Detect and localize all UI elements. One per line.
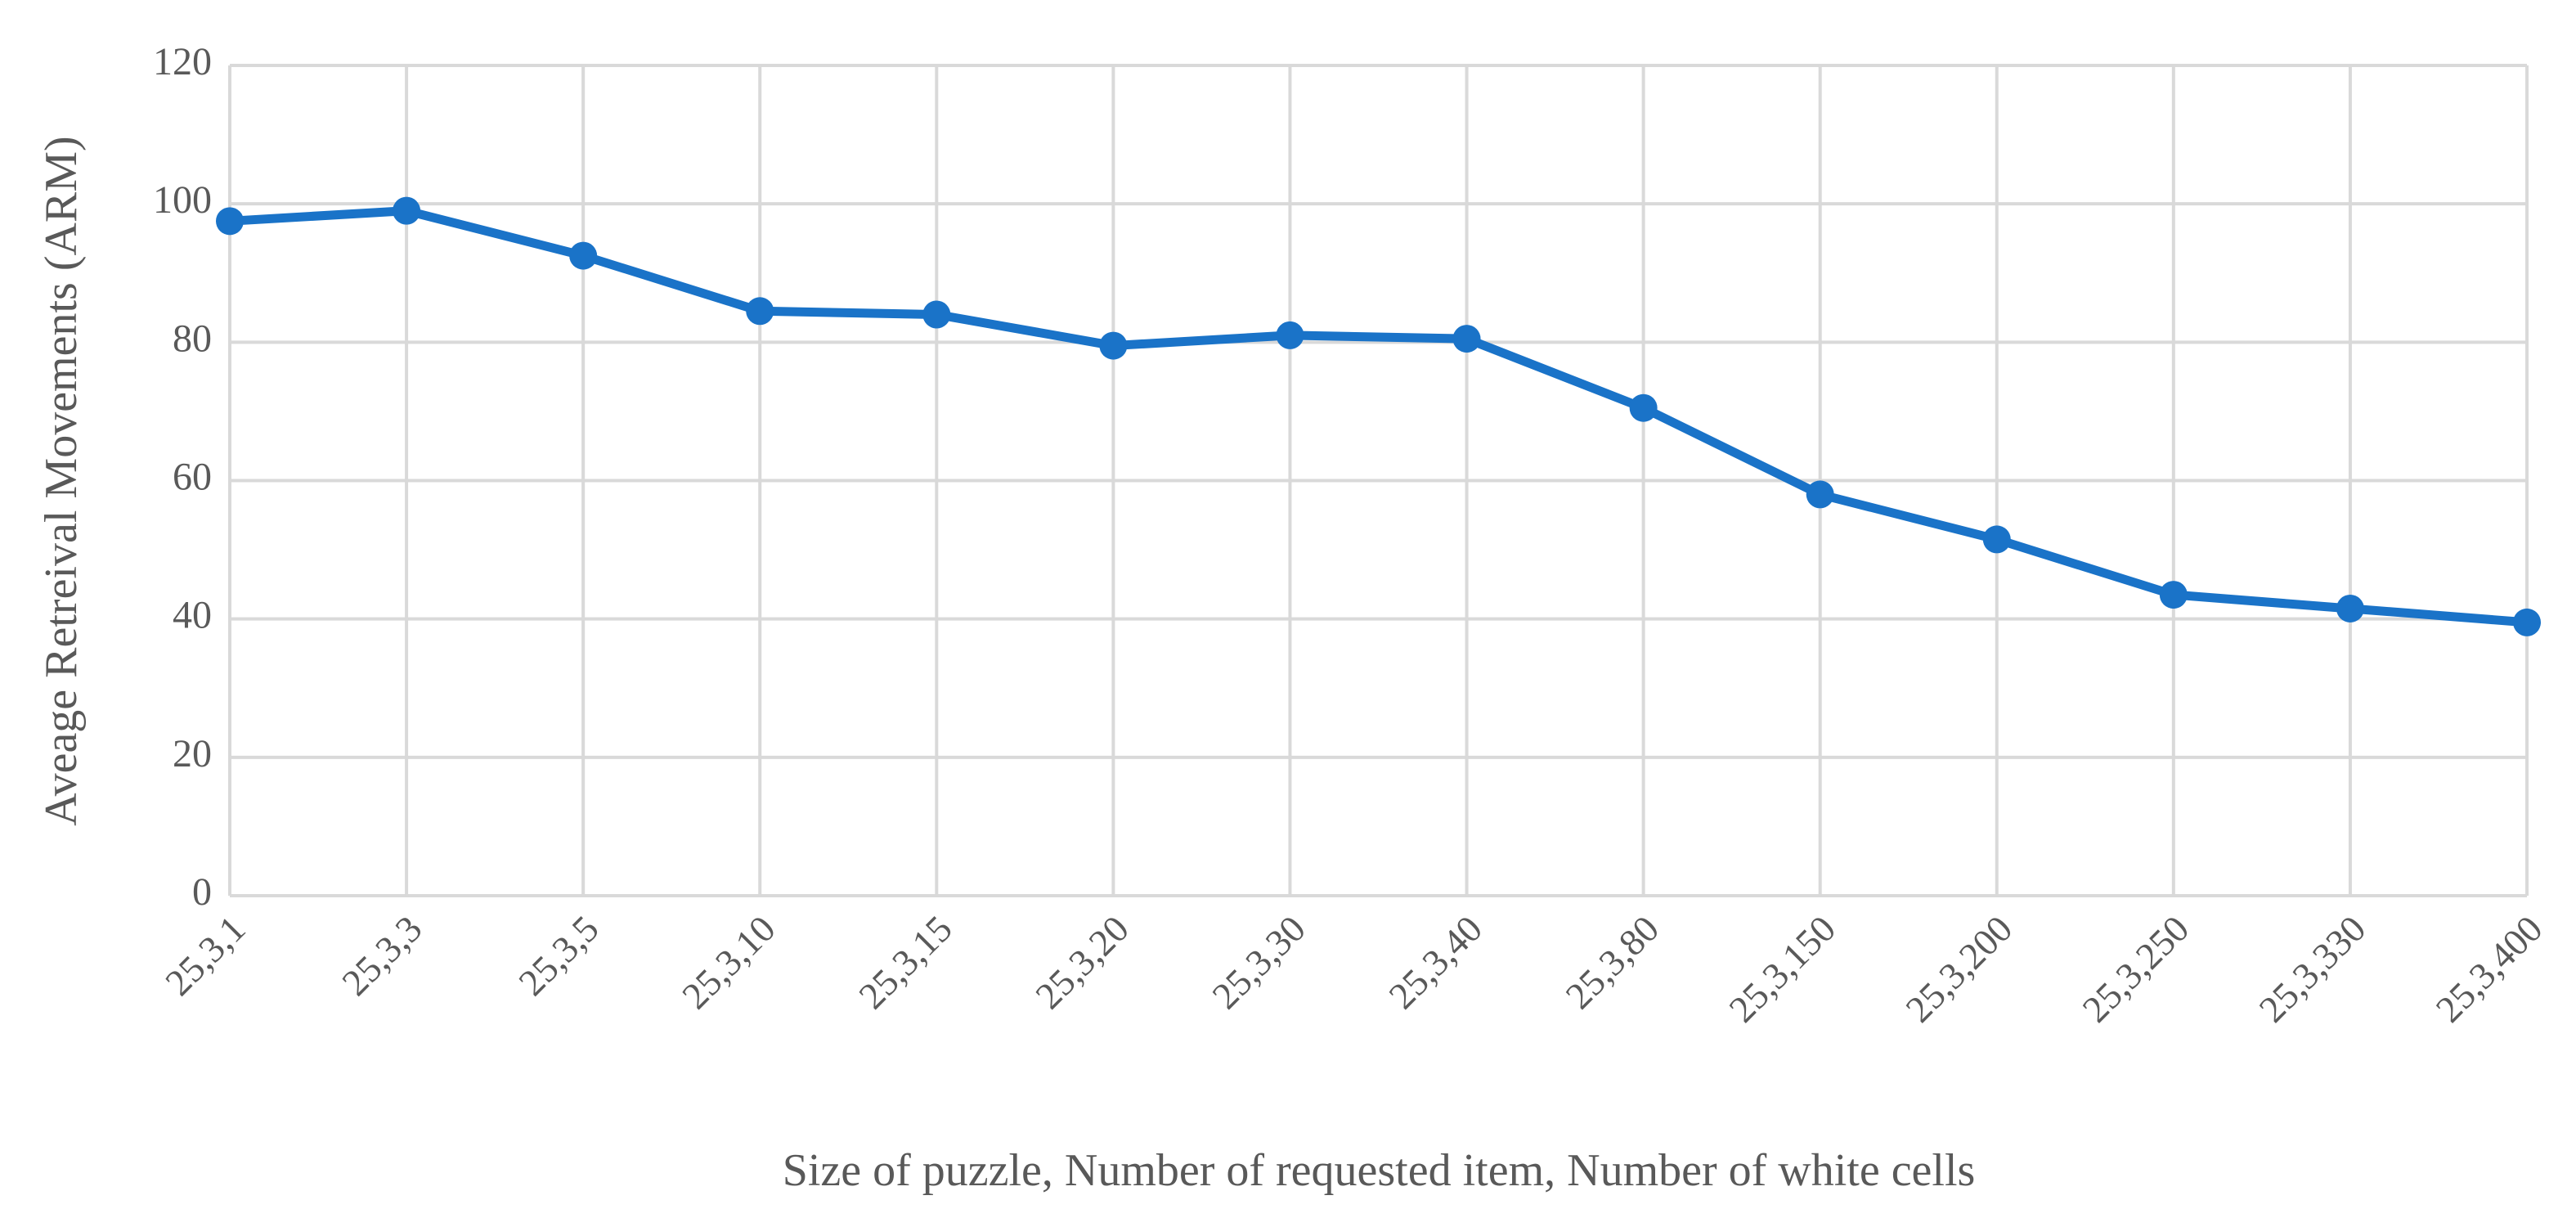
data-point [1982, 525, 2011, 554]
data-point [2159, 581, 2188, 609]
x-tick-label: 25,3,15 [850, 907, 960, 1017]
x-tick-label: 25,3,20 [1027, 907, 1137, 1017]
data-point [2513, 608, 2541, 636]
x-tick-label: 25,3,10 [674, 907, 783, 1017]
data-point [1806, 480, 1834, 509]
y-tick-label: 120 [153, 40, 212, 83]
y-axis-title: Aveage Retreival Movements (ARM) [36, 136, 87, 825]
data-point [746, 297, 774, 326]
x-tick-label: 25,3,40 [1380, 907, 1490, 1017]
x-tick-label: 25,3,200 [1897, 907, 2020, 1030]
y-tick-label: 60 [173, 456, 212, 499]
y-tick-label: 40 [173, 594, 212, 637]
y-tick-label: 0 [192, 870, 212, 914]
data-point [1276, 321, 1304, 349]
x-tick-label: 25,3,80 [1558, 907, 1667, 1017]
series-line [229, 206, 2528, 627]
data-point [1099, 331, 1128, 360]
y-tick-label: 80 [173, 317, 212, 360]
data-point [2336, 594, 2364, 622]
x-tick-label: 25,3,3 [334, 907, 429, 1003]
x-tick-label: 25,3,250 [2074, 907, 2197, 1030]
data-point [922, 300, 951, 329]
x-tick-label: 25,3,1 [157, 907, 253, 1003]
x-tick-label: 25,3,150 [1721, 907, 1843, 1030]
x-axis-title: Size of puzzle, Number of requested item… [783, 1145, 1976, 1196]
x-tick-label: 25,3,30 [1204, 907, 1313, 1017]
y-tick-label: 20 [173, 732, 212, 775]
x-tick-label: 25,3,330 [2251, 907, 2374, 1030]
data-point [1629, 393, 1658, 422]
data-point [393, 196, 421, 225]
x-tick-label: 25,3,5 [510, 907, 606, 1003]
x-tick-label: 25,3,400 [2428, 907, 2551, 1030]
y-tick-label: 100 [153, 178, 212, 222]
data-point [1452, 325, 1481, 353]
data-point [216, 207, 244, 236]
data-point [569, 241, 598, 270]
